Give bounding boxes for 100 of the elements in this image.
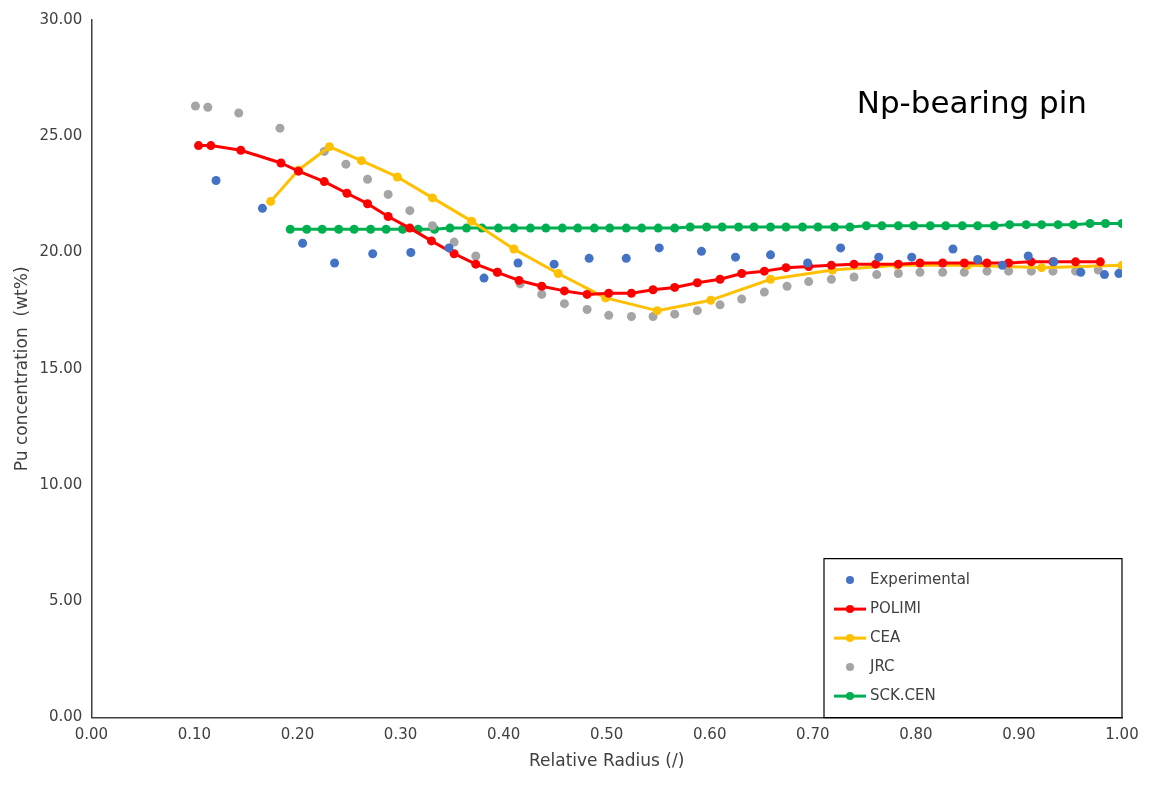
point: [559, 286, 569, 296]
point: [356, 156, 366, 166]
point: [849, 272, 859, 282]
point: [405, 206, 415, 216]
point: [298, 238, 308, 248]
point: [444, 243, 454, 253]
point: [925, 221, 935, 231]
point: [696, 246, 706, 256]
point: [319, 177, 329, 187]
point: [392, 172, 402, 182]
point: [426, 236, 436, 246]
point: [330, 258, 340, 268]
point: [621, 223, 631, 233]
point: [449, 249, 459, 259]
point: [734, 222, 744, 232]
x-tick-label: 0.80: [899, 725, 933, 744]
point: [266, 196, 276, 206]
point: [915, 267, 925, 277]
point: [849, 259, 859, 269]
point: [766, 222, 776, 232]
point: [493, 223, 503, 233]
point: [1023, 251, 1033, 261]
point: [1037, 263, 1047, 273]
point: [334, 224, 344, 234]
x-tick-label: 0.60: [693, 725, 727, 744]
point: [938, 258, 948, 268]
point: [706, 295, 716, 305]
point: [989, 221, 999, 231]
point: [893, 268, 903, 278]
point: [604, 310, 614, 320]
x-tick-label: 0.30: [383, 725, 418, 744]
point: [363, 199, 373, 209]
point: [872, 270, 882, 280]
point: [1069, 220, 1079, 230]
point: [749, 222, 759, 232]
point: [826, 274, 836, 284]
y-axis-title: Pu concentration (wt%): [10, 266, 31, 472]
point: [766, 274, 776, 284]
legend-label: POLIMI: [870, 598, 921, 617]
point: [626, 288, 636, 298]
x-tick-label: 0.40: [486, 725, 521, 744]
point: [405, 223, 415, 233]
point: [366, 224, 376, 234]
x-tick-label: 0.50: [589, 725, 624, 744]
point: [652, 306, 662, 316]
point: [715, 300, 725, 310]
point: [190, 101, 200, 111]
point: [582, 289, 592, 299]
point: [637, 223, 647, 233]
point: [941, 221, 951, 231]
point: [467, 216, 477, 226]
point: [479, 273, 489, 283]
point: [203, 102, 213, 112]
point: [525, 223, 535, 233]
point: [406, 248, 416, 258]
point: [383, 189, 393, 199]
point: [654, 243, 664, 253]
point: [670, 309, 680, 319]
x-tick-label: 0.70: [796, 725, 830, 744]
point: [653, 223, 663, 233]
point: [349, 224, 359, 234]
point: [1005, 220, 1015, 230]
point: [692, 306, 702, 316]
point: [427, 193, 437, 203]
point: [509, 244, 519, 254]
x-tick-label: 1.00: [1105, 725, 1139, 744]
point: [907, 252, 917, 262]
point: [670, 282, 680, 292]
point: [541, 223, 551, 233]
point: [621, 253, 631, 263]
y-tick-label: 10.00: [39, 474, 83, 493]
point: [973, 221, 983, 231]
point: [877, 221, 887, 231]
point: [759, 287, 769, 297]
y-tick-label: 0.00: [48, 707, 83, 726]
point: [948, 244, 958, 254]
point: [445, 223, 455, 233]
point: [381, 224, 391, 234]
point: [731, 252, 740, 262]
point: [737, 268, 747, 278]
point: [559, 299, 569, 309]
point: [549, 259, 559, 269]
point: [211, 175, 221, 185]
point: [836, 243, 846, 253]
point: [813, 222, 823, 232]
x-tick-label: 0.10: [177, 725, 212, 744]
point: [715, 274, 725, 284]
point: [766, 250, 776, 260]
point: [605, 223, 615, 233]
point: [285, 224, 295, 234]
point: [798, 222, 807, 232]
point: [717, 222, 727, 232]
point: [874, 252, 884, 262]
point: [782, 281, 792, 291]
point: [206, 141, 216, 151]
point: [982, 258, 992, 268]
legend-label: CEA: [870, 627, 901, 646]
x-tick-label: 0.00: [74, 725, 109, 744]
point: [342, 188, 352, 198]
point: [236, 145, 246, 155]
